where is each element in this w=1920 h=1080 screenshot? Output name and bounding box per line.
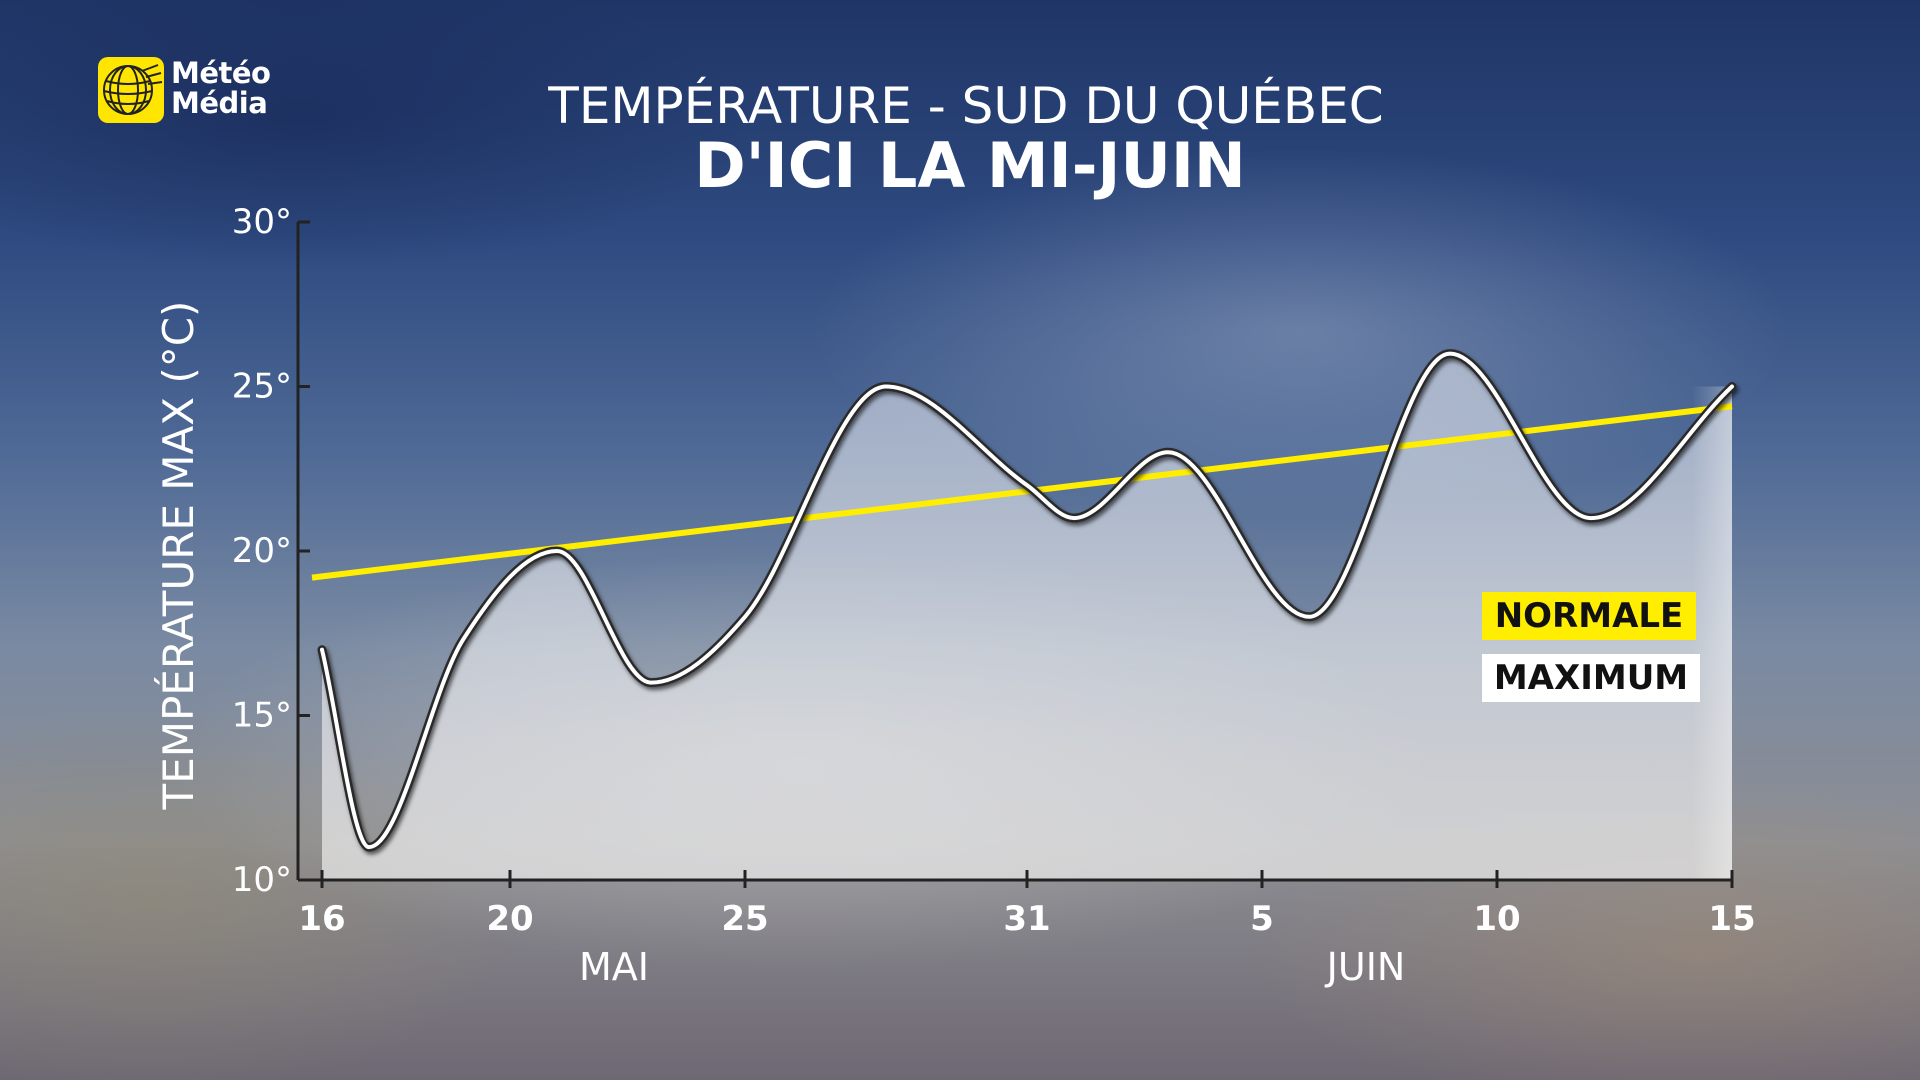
maximum-series xyxy=(317,349,1737,852)
maximum-area xyxy=(322,353,1732,880)
x-tick-label: 5 xyxy=(1250,899,1274,939)
month-label: JUIN xyxy=(1325,945,1406,989)
brand-line-2: Média xyxy=(171,86,268,120)
x-tick-label: 10 xyxy=(1473,899,1520,939)
x-tick-label: 20 xyxy=(486,899,533,939)
x-tick-label: 31 xyxy=(1003,899,1050,939)
area-edge-glow xyxy=(1692,386,1732,880)
y-axis-label: TEMPÉRATURE MAX (°C) xyxy=(153,301,203,811)
y-tick-label: 30° xyxy=(232,202,292,242)
globe-icon xyxy=(98,57,164,123)
y-tick-label: 25° xyxy=(232,367,292,407)
axis-labels: 10° 15° 20° 25° 30° 16 20 25 31 5 10 15 MAI JUIN TEMPÉ… xyxy=(153,202,1756,989)
maximum-area-fill xyxy=(322,353,1732,880)
axes xyxy=(296,220,1734,888)
x-tick-label: 25 xyxy=(721,899,768,939)
y-tick-label: 10° xyxy=(232,860,292,900)
x-tick-label: 15 xyxy=(1708,899,1755,939)
legend-maximum: MAXIMUM xyxy=(1482,654,1700,702)
legend-normale: NORMALE xyxy=(1482,592,1696,640)
month-label: MAI xyxy=(579,945,649,989)
x-tick-label: 16 xyxy=(298,899,345,939)
maximum-line xyxy=(320,351,1734,850)
y-tick-label: 15° xyxy=(232,696,292,736)
brand-line-1: Météo xyxy=(171,56,271,90)
y-tick-label: 20° xyxy=(232,531,292,571)
chart-subtitle: D'ICI LA MI-JUIN xyxy=(694,129,1246,202)
brand-name: Météo Média xyxy=(171,56,271,120)
chart-title: TEMPÉRATURE - SUD DU QUÉBEC xyxy=(548,77,1384,135)
